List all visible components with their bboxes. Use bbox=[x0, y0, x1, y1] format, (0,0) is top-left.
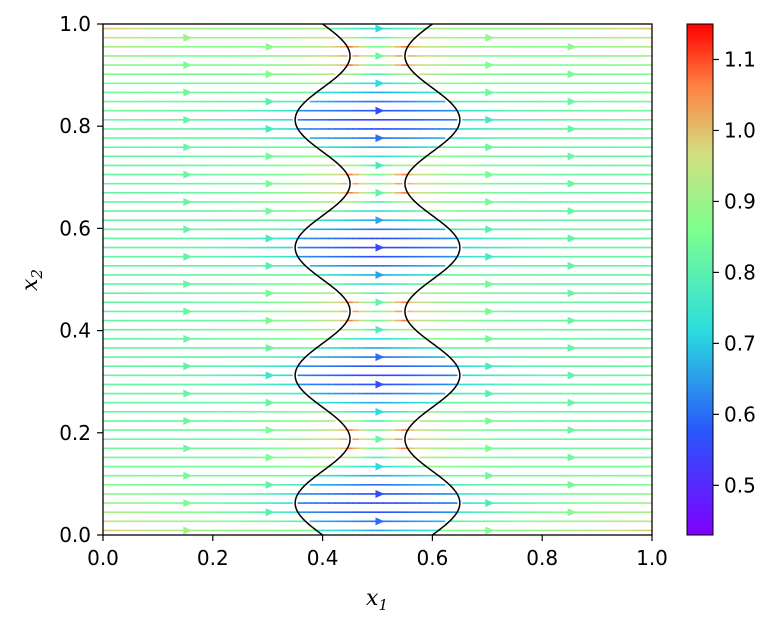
streamline-arrow bbox=[567, 70, 577, 79]
streamline-arrow bbox=[567, 480, 577, 489]
streamline-arrow bbox=[375, 380, 385, 389]
streamline-arrow bbox=[183, 334, 193, 343]
streamline-arrow bbox=[375, 353, 385, 362]
streamline-arrow bbox=[567, 289, 577, 298]
streamline-arrow bbox=[485, 88, 495, 97]
streamline-arrow bbox=[183, 197, 193, 206]
streamline-arrow bbox=[567, 261, 577, 270]
streamline-arrow bbox=[375, 161, 385, 170]
streamline-arrow bbox=[375, 298, 385, 307]
streamline-arrow bbox=[485, 143, 495, 152]
streamline-arrow bbox=[485, 170, 495, 179]
streamline-arrow bbox=[567, 207, 577, 216]
streamline-arrow bbox=[567, 343, 577, 352]
streamline-arrow bbox=[183, 170, 193, 179]
streamlines bbox=[103, 24, 652, 535]
streamline-arrow bbox=[375, 79, 385, 88]
streamline-arrow bbox=[183, 389, 193, 398]
streamline-arrow bbox=[485, 280, 495, 289]
streamline-arrow bbox=[375, 517, 385, 526]
streamline-arrow bbox=[183, 444, 193, 453]
streamline-arrow bbox=[485, 115, 495, 124]
streamline-arrow bbox=[265, 42, 275, 51]
streamline-arrow bbox=[265, 179, 275, 188]
streamline-arrow bbox=[183, 252, 193, 261]
streamline-arrow bbox=[265, 426, 275, 435]
streamline-arrow bbox=[265, 124, 275, 133]
streamline-arrow bbox=[375, 188, 385, 197]
streamline-arrow bbox=[375, 489, 385, 498]
streamline-arrow bbox=[265, 152, 275, 161]
streamline-arrow bbox=[567, 398, 577, 407]
streamline-arrow bbox=[375, 325, 385, 334]
streamline-arrow bbox=[567, 42, 577, 51]
streamline-arrow bbox=[485, 471, 495, 480]
streamline-arrow bbox=[567, 316, 577, 325]
streamline-arrow bbox=[183, 61, 193, 70]
streamline-arrow bbox=[183, 416, 193, 425]
streamline-arrow bbox=[265, 316, 275, 325]
streamline-arrow bbox=[265, 207, 275, 216]
streamline-arrow bbox=[375, 435, 385, 444]
streamline-arrow bbox=[183, 471, 193, 480]
streamline-arrow bbox=[375, 106, 385, 115]
streamline-arrow bbox=[375, 243, 385, 252]
streamline-arrow bbox=[375, 407, 385, 416]
streamline-arrow bbox=[485, 225, 495, 234]
streamline-arrow bbox=[265, 453, 275, 462]
streamline-arrow bbox=[485, 307, 495, 316]
streamline-arrow bbox=[485, 389, 495, 398]
streamline-arrow bbox=[567, 179, 577, 188]
streamline-arrow bbox=[567, 426, 577, 435]
streamline-arrow bbox=[183, 225, 193, 234]
streamline-arrow bbox=[183, 362, 193, 371]
streamline-arrow bbox=[567, 508, 577, 517]
streamline-arrow bbox=[183, 115, 193, 124]
streamline-arrow bbox=[183, 499, 193, 508]
streamline-arrow bbox=[567, 124, 577, 133]
streamline-arrow bbox=[265, 371, 275, 380]
streamline-arrow bbox=[485, 252, 495, 261]
streamline-arrow bbox=[567, 152, 577, 161]
streamline-arrow bbox=[265, 398, 275, 407]
streamline-arrow bbox=[183, 33, 193, 42]
streamline-arrow bbox=[375, 270, 385, 279]
streamline-arrow bbox=[265, 70, 275, 79]
streamline-arrow bbox=[265, 343, 275, 352]
streamline-arrow bbox=[485, 526, 495, 535]
streamline-arrow bbox=[485, 197, 495, 206]
streamline-arrow bbox=[567, 371, 577, 380]
streamline-arrow bbox=[375, 462, 385, 471]
streamline-arrow bbox=[485, 499, 495, 508]
streamline-arrow bbox=[183, 526, 193, 535]
streamline-arrow bbox=[567, 453, 577, 462]
streamline-arrow bbox=[183, 143, 193, 152]
streamline-arrow bbox=[265, 289, 275, 298]
streamline-arrow bbox=[265, 234, 275, 243]
streamline-arrow bbox=[265, 97, 275, 106]
streamline-arrow bbox=[567, 97, 577, 106]
streamline-arrow bbox=[183, 307, 193, 316]
streamline-arrow bbox=[485, 33, 495, 42]
streamline-arrow bbox=[485, 334, 495, 343]
streamline-arrow bbox=[485, 362, 495, 371]
streamline-arrow bbox=[375, 51, 385, 60]
streamline-arrow bbox=[375, 216, 385, 225]
streamline-arrow bbox=[265, 508, 275, 517]
streamline-arrow bbox=[485, 61, 495, 70]
streamline-arrow bbox=[265, 480, 275, 489]
streamline-arrow bbox=[265, 261, 275, 270]
streamline-arrow bbox=[567, 234, 577, 243]
streamline-arrow bbox=[375, 134, 385, 143]
streamline-arrow bbox=[183, 88, 193, 97]
streamline-arrow bbox=[183, 280, 193, 289]
streamline-arrow bbox=[485, 416, 495, 425]
streamline-arrow bbox=[485, 444, 495, 453]
